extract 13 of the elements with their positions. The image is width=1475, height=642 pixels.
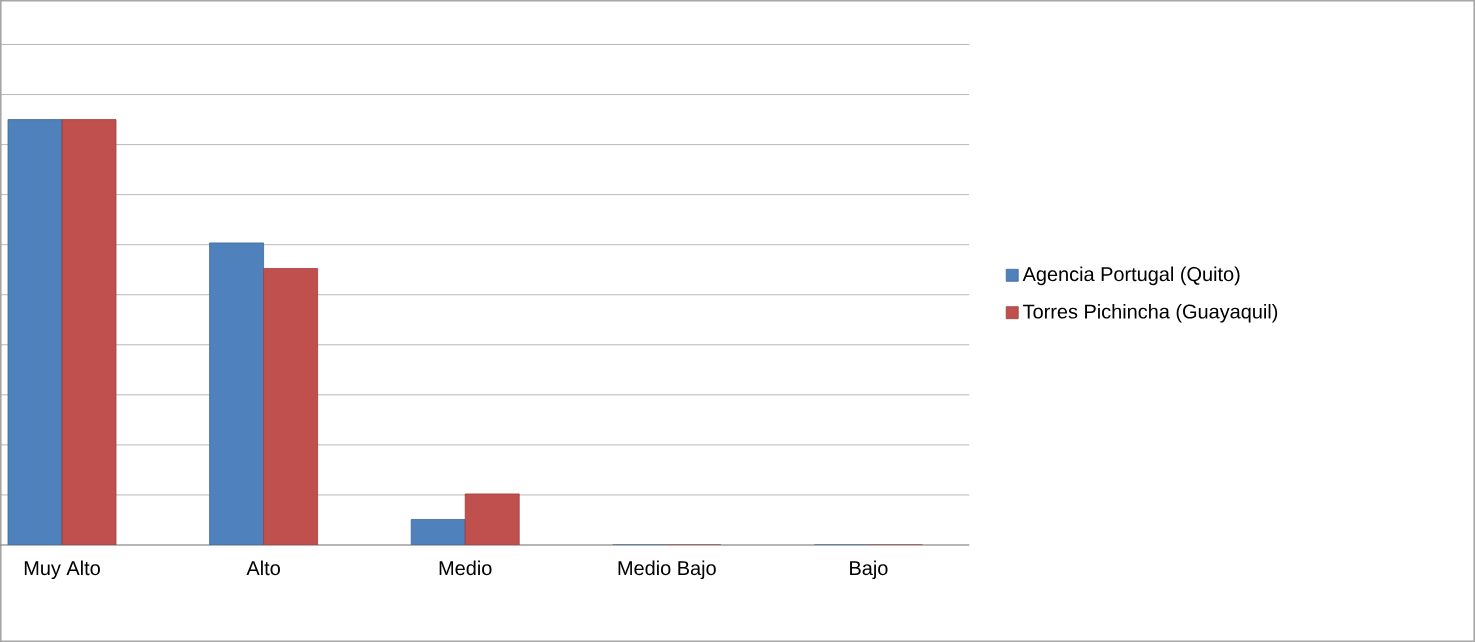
- bar: [464, 493, 520, 545]
- bar: [209, 242, 264, 545]
- x-tick-label: Medio Bajo: [618, 560, 716, 580]
- legend-label: Agencia Portugal (Quito): [1022, 266, 1240, 286]
- x-tick-label: Alto: [246, 560, 280, 576]
- bar: [7, 119, 63, 545]
- bar: [410, 519, 466, 545]
- legend-label: Torres Pichincha (Guayaquil): [1023, 303, 1278, 323]
- x-tick-label: Muy Alto: [24, 560, 100, 580]
- bar: [263, 268, 318, 545]
- bar: [61, 119, 117, 545]
- x-tick-label: Bajo: [850, 560, 888, 580]
- x-tick-label: Medio: [439, 560, 492, 576]
